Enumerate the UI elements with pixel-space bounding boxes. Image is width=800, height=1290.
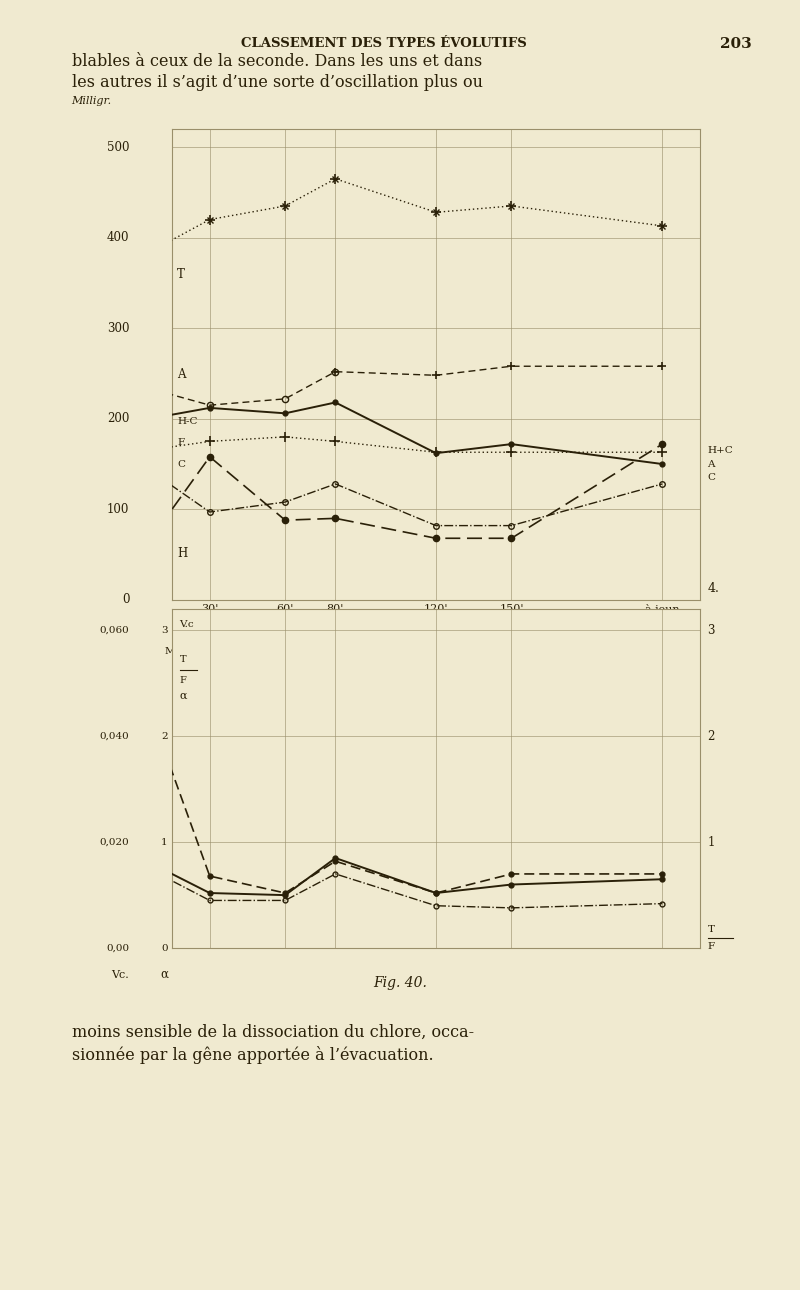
Text: 0: 0 <box>161 944 168 952</box>
Text: α: α <box>179 691 187 700</box>
Text: V.c: V.c <box>179 620 194 630</box>
Text: CLASSEMENT DES TYPES ÉVOLUTIFS: CLASSEMENT DES TYPES ÉVOLUTIFS <box>241 37 527 50</box>
Text: C: C <box>707 473 715 482</box>
Text: T: T <box>177 267 185 280</box>
Text: F: F <box>179 676 186 685</box>
Text: Minutes:: Minutes: <box>165 646 211 655</box>
Text: F: F <box>177 437 184 446</box>
Text: 4.: 4. <box>707 582 719 595</box>
Text: H: H <box>177 547 187 560</box>
Text: T: T <box>179 655 186 664</box>
Text: 0,00: 0,00 <box>106 944 130 952</box>
Text: 203: 203 <box>720 37 752 50</box>
Text: H-C: H-C <box>177 417 198 426</box>
Text: 3: 3 <box>161 626 168 635</box>
Text: C: C <box>177 459 185 468</box>
Text: Fig. 40.: Fig. 40. <box>373 977 427 989</box>
Text: 2: 2 <box>161 731 168 740</box>
Text: moins sensible de la dissociation du chlore, occa-: moins sensible de la dissociation du chl… <box>72 1023 474 1041</box>
Text: blables à ceux de la seconde. Dans les uns et dans: blables à ceux de la seconde. Dans les u… <box>72 53 482 71</box>
Text: sionnée par la gêne apportée à l’évacuation.: sionnée par la gêne apportée à l’évacuat… <box>72 1046 434 1064</box>
Text: 0: 0 <box>122 593 130 606</box>
Text: H+C: H+C <box>707 446 734 455</box>
Text: 300: 300 <box>106 321 130 334</box>
Text: 0,060: 0,060 <box>99 626 130 635</box>
Text: 1: 1 <box>707 836 715 849</box>
Text: Milligr.: Milligr. <box>71 97 111 106</box>
Text: 500: 500 <box>106 141 130 154</box>
Text: 0,020: 0,020 <box>99 837 130 846</box>
Text: T: T <box>707 925 714 934</box>
Text: Vc.: Vc. <box>111 970 130 979</box>
Text: les autres il s’agit d’une sorte d’oscillation plus ou: les autres il s’agit d’une sorte d’oscil… <box>72 74 483 92</box>
Text: 3: 3 <box>707 623 715 636</box>
Text: 200: 200 <box>107 413 130 426</box>
Text: 0,040: 0,040 <box>99 731 130 740</box>
Text: A: A <box>177 368 186 381</box>
Text: 2: 2 <box>707 730 715 743</box>
Text: 1: 1 <box>161 837 168 846</box>
Text: α: α <box>161 969 169 982</box>
Text: F: F <box>707 942 714 951</box>
Text: 400: 400 <box>106 231 130 244</box>
Text: A: A <box>707 459 715 468</box>
Text: 100: 100 <box>107 503 130 516</box>
